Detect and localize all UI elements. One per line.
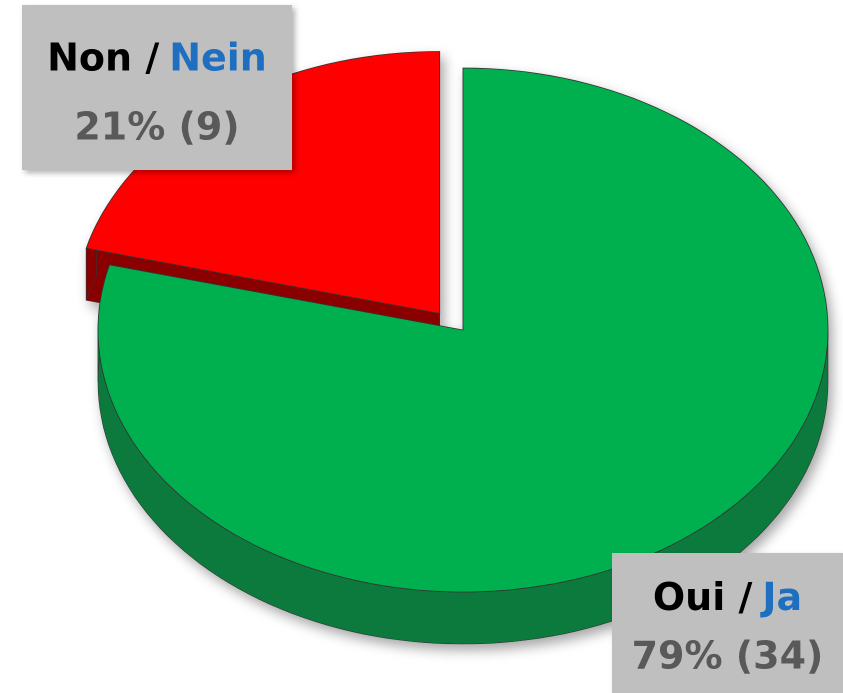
category-label-part: Non / [47, 35, 159, 79]
category-label: Non / Nein [47, 35, 267, 79]
slice [97, 67, 829, 593]
value-label: 79% (34) [632, 634, 824, 678]
label-box [612, 553, 843, 693]
category-label: Oui / Ja [653, 575, 802, 619]
category-label-part: Oui / [653, 575, 753, 619]
value-label: 21% (9) [74, 104, 239, 148]
labels: Oui / Ja 79% (34) Non / Nein 21% (9) [22, 5, 843, 693]
category-label-part: Nein [169, 35, 267, 79]
category-label-part: Ja [759, 575, 802, 619]
label-box [22, 5, 292, 170]
